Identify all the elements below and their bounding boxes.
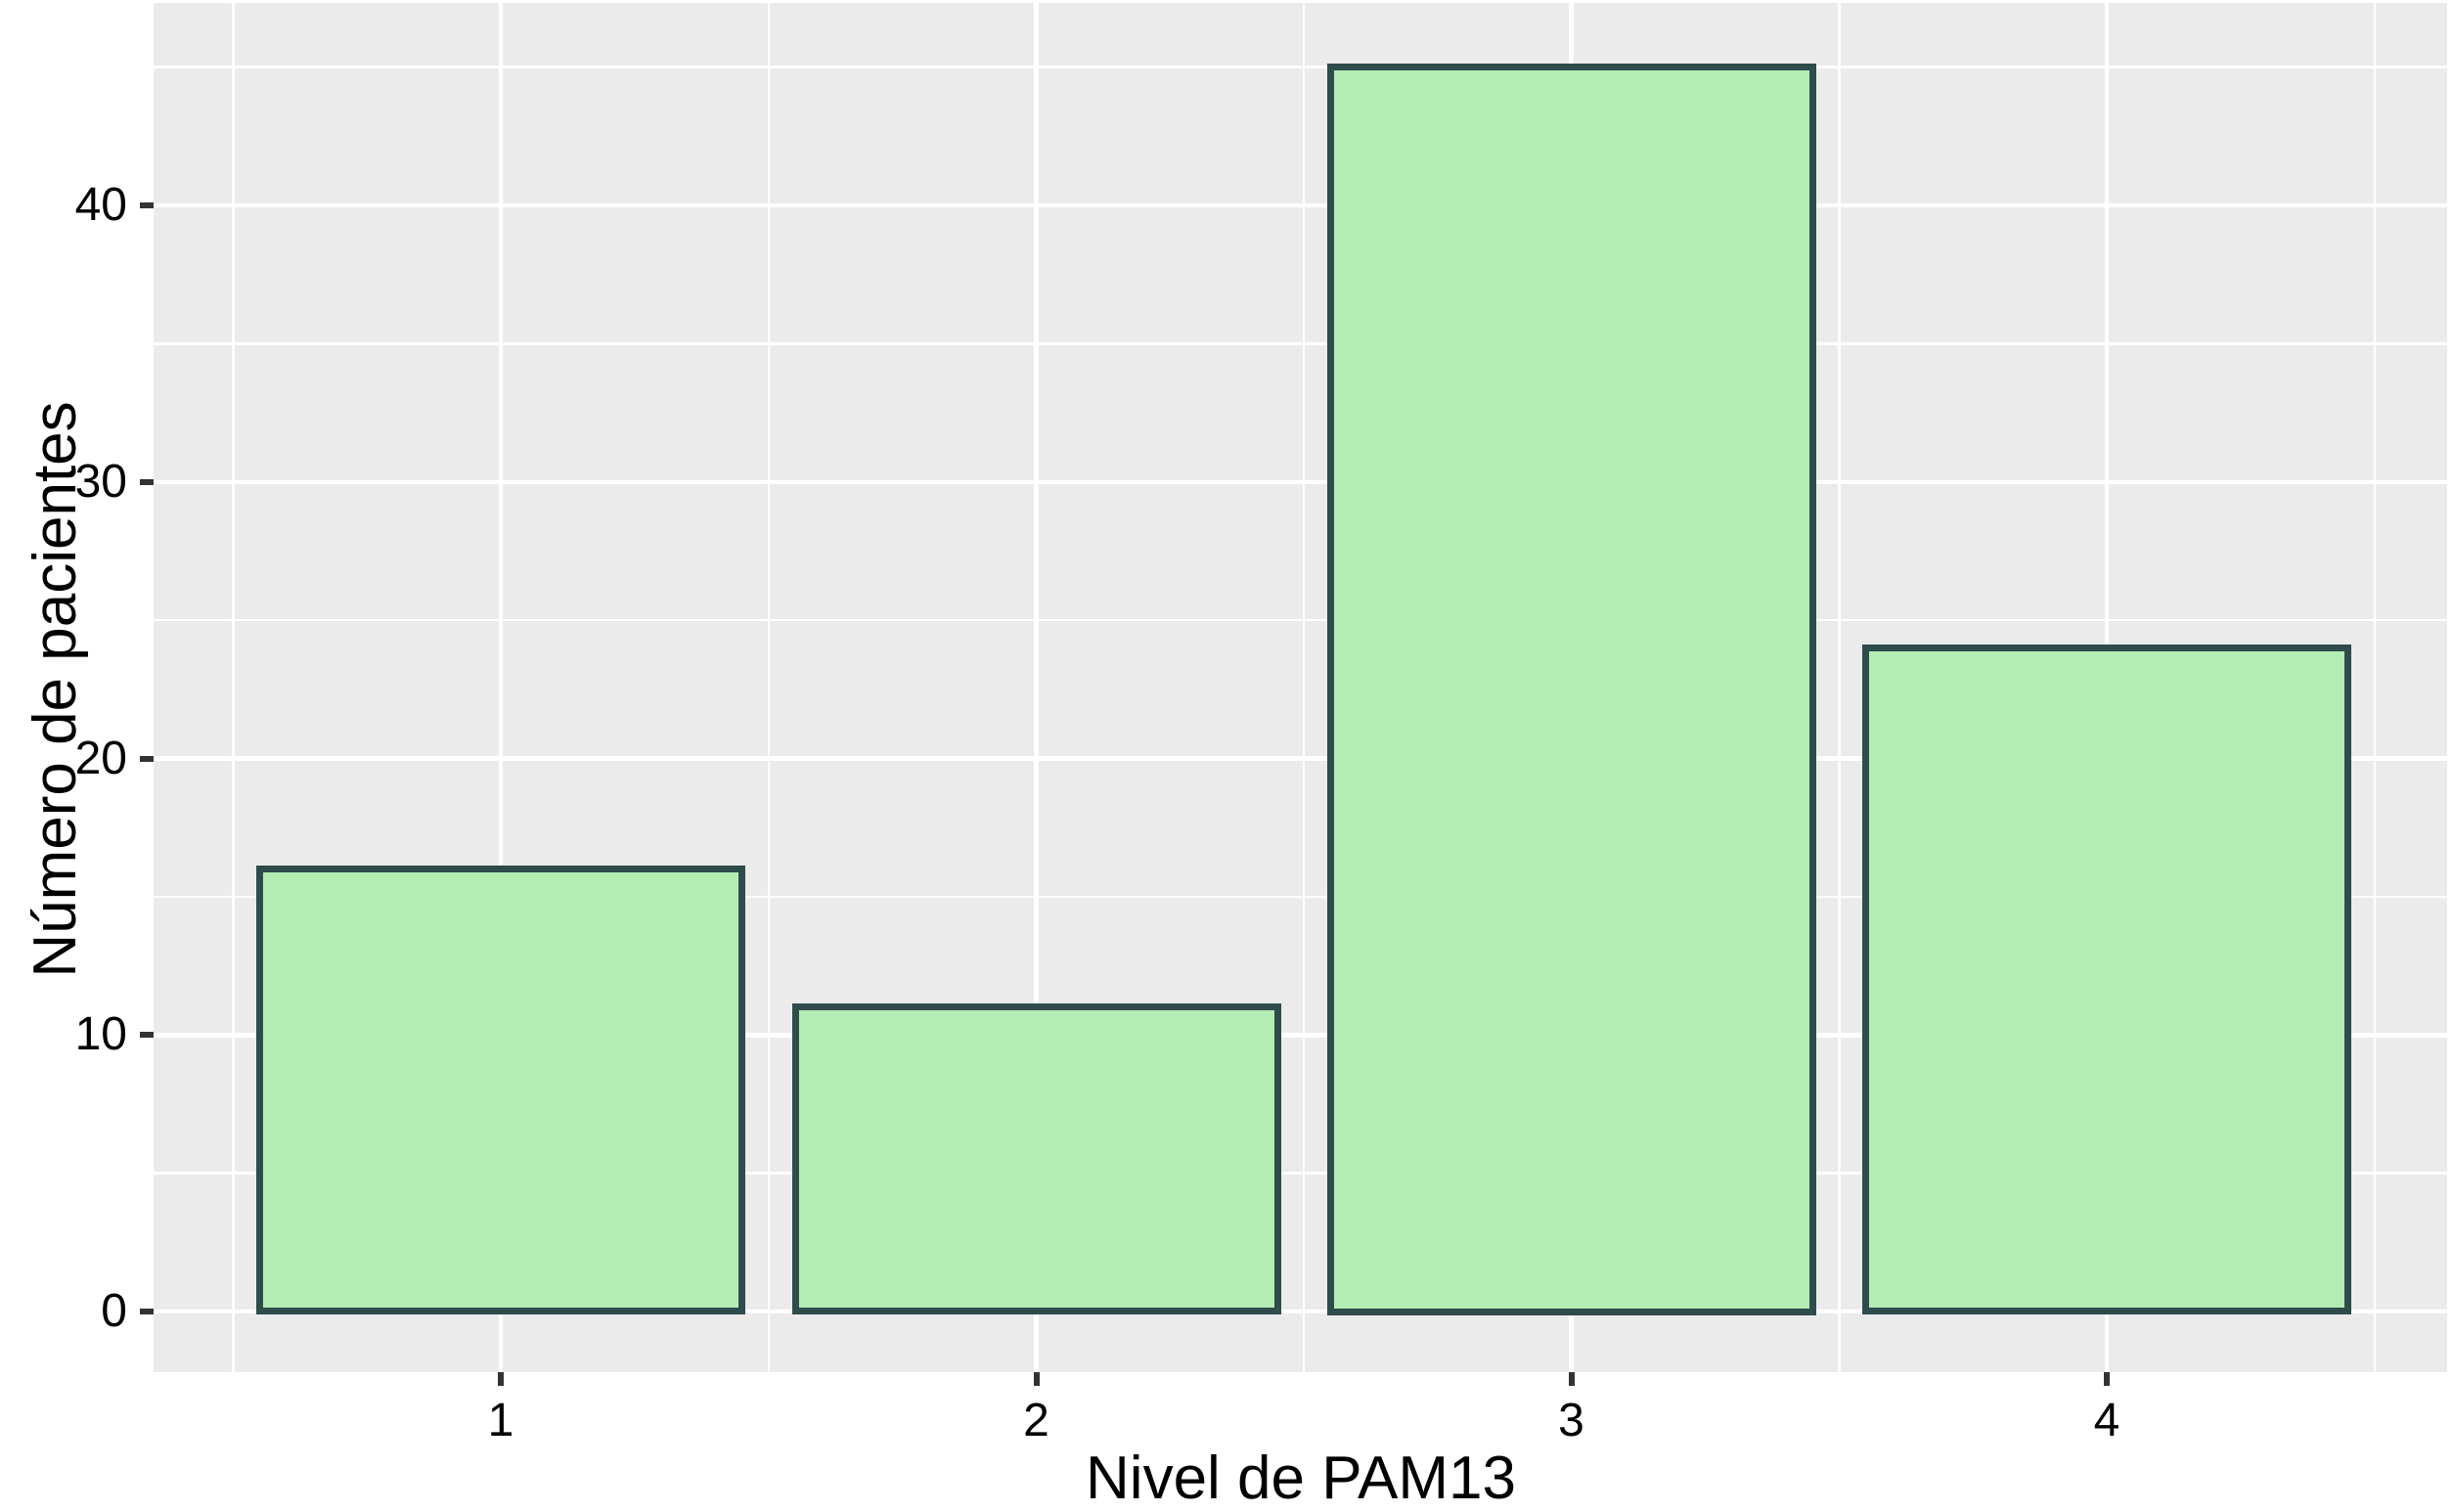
x-tick-label: 4 xyxy=(2093,1395,2120,1446)
x-tick-mark xyxy=(498,1372,504,1386)
gridline-minor-h xyxy=(154,895,2447,899)
x-tick-label: 3 xyxy=(1558,1395,1584,1446)
gridline-minor-h xyxy=(154,1172,2447,1175)
bar-category-3 xyxy=(1326,64,1816,1315)
gridline-major-h xyxy=(154,1033,2447,1038)
gridline-minor-h xyxy=(154,342,2447,345)
bar-category-1 xyxy=(256,866,745,1315)
y-tick-label: 40 xyxy=(74,179,127,231)
x-tick-mark xyxy=(1033,1372,1040,1386)
y-tick-mark xyxy=(140,1032,154,1039)
y-tick-mark xyxy=(140,755,154,762)
y-tick-label: 20 xyxy=(74,732,127,784)
gridline-major-v xyxy=(1034,3,1039,1372)
gridline-minor-h xyxy=(154,618,2447,622)
gridline-major-h xyxy=(154,756,2447,761)
x-axis-title: Nivel de PAM13 xyxy=(1086,1445,1516,1512)
gridline-major-v xyxy=(498,3,504,1372)
y-tick-label: 10 xyxy=(74,1008,127,1061)
gridline-minor-v xyxy=(2373,3,2376,1372)
y-axis-title: Número de pacientes xyxy=(22,401,89,978)
gridline-major-h xyxy=(154,202,2447,208)
y-tick-label: 0 xyxy=(101,1285,127,1337)
x-tick-label: 2 xyxy=(1023,1395,1049,1446)
y-tick-mark xyxy=(140,1309,154,1314)
gridline-minor-h xyxy=(154,66,2447,68)
y-tick-mark xyxy=(140,202,154,208)
gridline-minor-v xyxy=(232,3,235,1372)
gridline-major-h xyxy=(154,1309,2447,1314)
x-tick-mark xyxy=(2104,1372,2110,1386)
x-tick-label: 1 xyxy=(487,1395,514,1446)
gridline-minor-v xyxy=(1838,3,1841,1372)
gridline-major-h xyxy=(154,479,2447,484)
y-tick-mark xyxy=(140,478,154,485)
plot-panel xyxy=(154,3,2447,1372)
x-tick-mark xyxy=(1568,1372,1575,1386)
bar-category-4 xyxy=(1862,644,2351,1315)
bar-category-2 xyxy=(791,1003,1281,1315)
gridline-minor-v xyxy=(767,3,770,1372)
y-tick-label: 30 xyxy=(74,455,127,508)
gridline-minor-v xyxy=(1302,3,1306,1372)
